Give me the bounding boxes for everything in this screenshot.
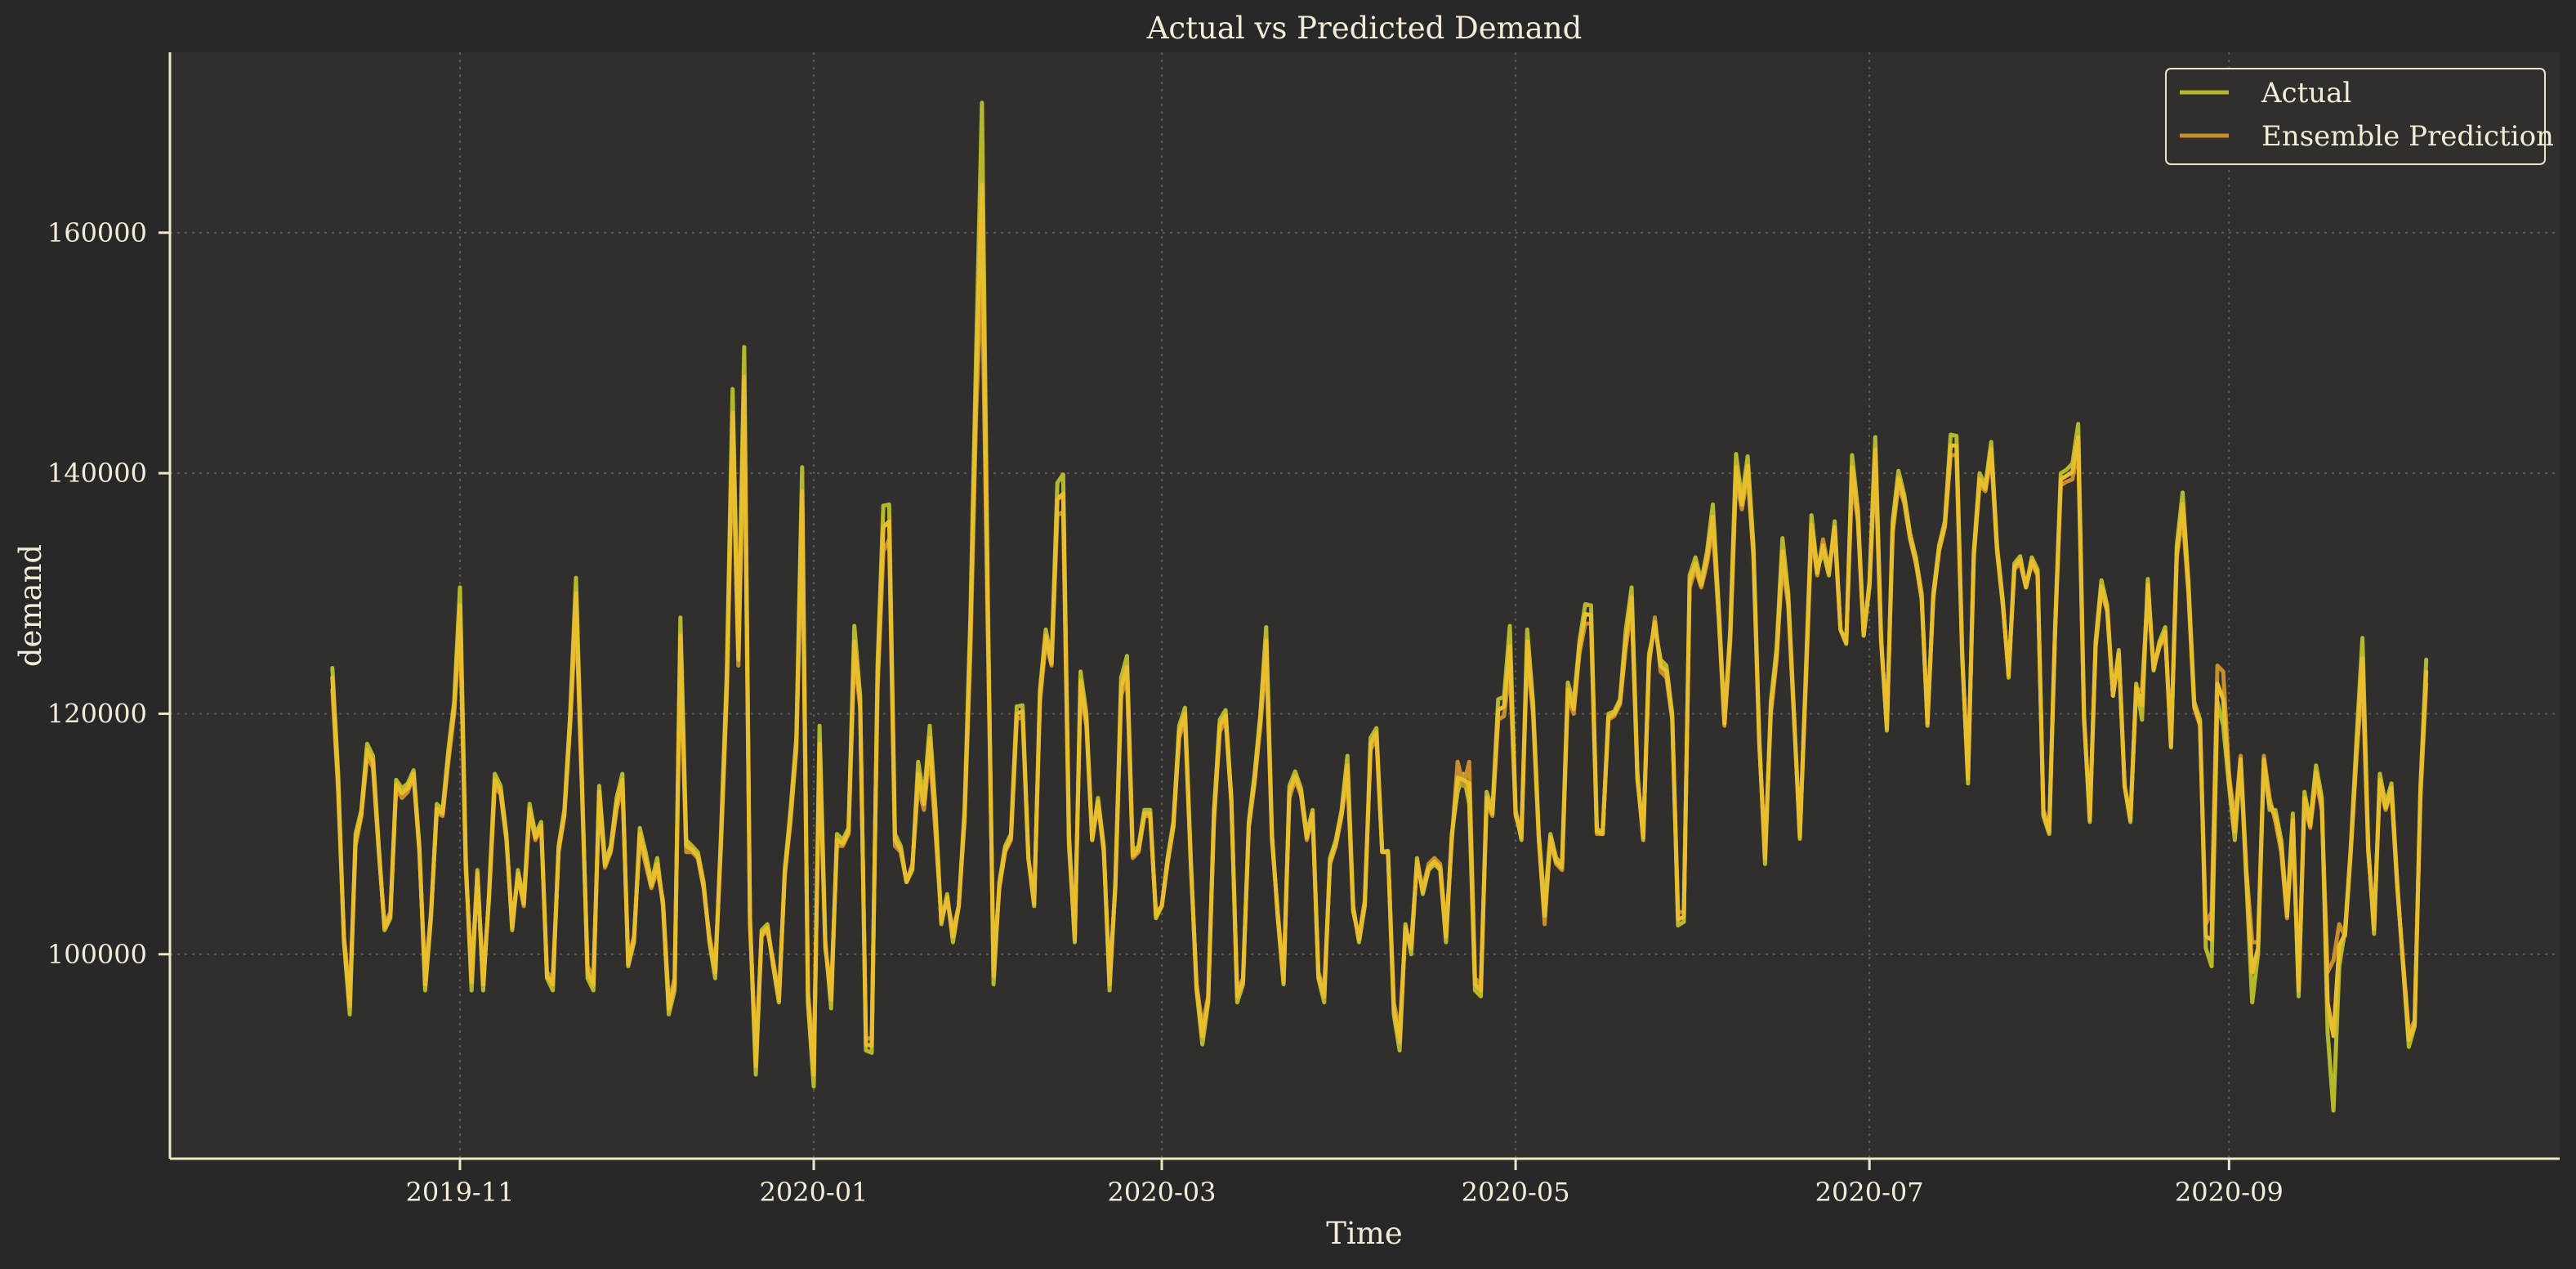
x-tick-label: 2020-07: [1815, 1177, 1924, 1208]
legend: Actual Ensemble Prediction: [2165, 68, 2554, 165]
x-tick-label: 2019-11: [405, 1177, 514, 1208]
y-axis-label: demand: [13, 544, 48, 667]
series-line-2: [330, 182, 2429, 1077]
legend-label-actual: Actual: [2261, 77, 2351, 109]
x-axis-ticks: 2019-11 2020-01 2020-03 2020-05 2020-07 2020-…: [405, 1159, 2284, 1208]
y-axis-ticks: 100000 120000 140000 160000: [47, 217, 170, 970]
series-lines: [330, 101, 2429, 1113]
y-tick-label: 140000: [47, 458, 147, 489]
y-tick-label: 160000: [47, 217, 147, 248]
x-axis-label: Time: [1326, 1216, 1403, 1251]
chart-title: Actual vs Predicted Demand: [1146, 11, 1583, 46]
gridlines: [170, 52, 2560, 1159]
x-tick-label: 2020-01: [760, 1177, 868, 1208]
legend-box: [2165, 68, 2546, 165]
x-tick-label: 2020-03: [1108, 1177, 1217, 1208]
legend-label-ensemble-prediction: Ensemble Prediction: [2261, 120, 2554, 153]
x-tick-label: 2020-09: [2175, 1177, 2284, 1208]
y-tick-label: 120000: [47, 698, 147, 729]
x-tick-label: 2020-05: [1462, 1177, 1570, 1208]
y-tick-label: 100000: [47, 939, 147, 970]
plot-area: [170, 52, 2560, 1159]
